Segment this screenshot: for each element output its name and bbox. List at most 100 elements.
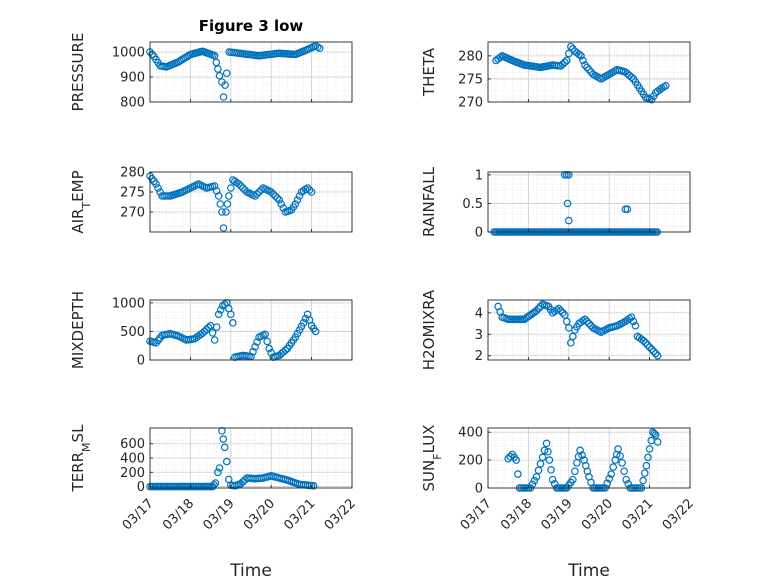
data-point <box>579 316 587 325</box>
data-point <box>653 351 662 360</box>
y-axis-label: PRESSURE <box>69 33 87 112</box>
data-point <box>569 475 577 484</box>
data-point <box>295 192 304 200</box>
subplot-air_temp: 270 275 280 AIRTEMP <box>69 166 353 234</box>
y-label-tail: SL <box>69 424 87 443</box>
data-point <box>571 467 579 476</box>
data-point <box>620 467 628 476</box>
data-point <box>581 61 589 69</box>
data-point <box>562 56 571 65</box>
axes-frame <box>487 171 691 233</box>
data-point <box>229 319 237 327</box>
data-point <box>220 443 229 452</box>
data-point <box>579 56 587 65</box>
data-point <box>156 188 164 196</box>
data-point <box>647 345 656 354</box>
data-point <box>569 332 577 341</box>
data-point <box>237 182 245 190</box>
data-point <box>301 185 310 194</box>
data-point <box>642 461 651 470</box>
data-point <box>649 347 658 356</box>
y-tick-label: 275 <box>458 72 483 87</box>
data-point <box>210 336 219 344</box>
data-point <box>273 194 282 202</box>
data-point <box>581 315 589 324</box>
data-point <box>530 476 539 485</box>
y-tick-label: 4 <box>475 306 483 321</box>
data-point <box>514 470 522 478</box>
data-point <box>198 329 207 337</box>
y-axis-label: H2OMIXRA <box>420 289 438 370</box>
data-point <box>644 453 652 462</box>
data-point <box>629 317 638 326</box>
data-point <box>558 309 567 317</box>
axes-frame <box>487 427 691 489</box>
y-label-subscript: M <box>80 442 93 452</box>
data-point <box>651 431 660 439</box>
y-tick-label: 270 <box>120 206 145 221</box>
y-tick-label: 400 <box>120 452 145 467</box>
data-point <box>534 304 543 313</box>
data-point <box>216 306 225 314</box>
y-label-main: AIR <box>69 209 87 234</box>
data-point <box>303 184 312 192</box>
data-point <box>291 200 300 208</box>
data-point <box>239 184 247 192</box>
y-tick-label: 1 <box>475 168 483 183</box>
axes-frame <box>487 299 691 361</box>
y-tick-label: 200 <box>120 466 145 481</box>
data-point <box>239 478 247 486</box>
subplot-h2omixra: 2 3 4 H2OMIXRA <box>420 289 691 370</box>
data-point <box>540 446 549 455</box>
data-point <box>639 336 648 345</box>
y-label-subscript: T <box>80 202 93 210</box>
data-point <box>249 347 257 356</box>
data-point <box>651 349 660 358</box>
data-point <box>311 327 320 336</box>
data-point <box>645 343 654 351</box>
data-point <box>277 200 286 208</box>
data-point <box>542 439 551 448</box>
data-point <box>552 306 561 314</box>
y-tick-label: 280 <box>458 49 483 64</box>
data-point <box>564 216 573 225</box>
y-tick-label: 280 <box>120 166 145 181</box>
y-tick-label: 0 <box>137 354 145 369</box>
y-label-main: TERR <box>69 452 87 493</box>
data-point <box>631 321 640 330</box>
data-point <box>578 451 586 460</box>
data-point <box>293 196 302 204</box>
data-point <box>562 317 571 326</box>
data-point <box>251 192 259 200</box>
data-point <box>534 466 543 475</box>
y-tick-label: 275 <box>120 186 145 201</box>
figure-title: Figure 3 low <box>199 17 304 35</box>
data-point <box>545 456 554 464</box>
data-point <box>307 188 316 196</box>
data-point <box>645 445 654 453</box>
data-point <box>227 310 235 319</box>
data-point <box>563 199 572 208</box>
y-tick-label: 500 <box>120 325 145 340</box>
data-point <box>237 479 245 488</box>
data-point <box>576 446 584 455</box>
data-point <box>215 464 224 472</box>
data-point <box>650 429 659 438</box>
data-point <box>305 186 314 194</box>
data-point <box>532 473 541 481</box>
data-point <box>301 314 310 323</box>
data-point <box>214 468 222 477</box>
data-point <box>214 192 223 200</box>
data-point <box>148 50 156 59</box>
y-label-tail: EMP <box>69 170 87 201</box>
data-point <box>227 184 235 192</box>
data-point <box>265 344 273 353</box>
data-point <box>267 188 276 196</box>
data-point <box>577 52 585 60</box>
subplot-rainfall: 0 0.5 1 RAINFALL <box>420 166 691 241</box>
y-tick-label: 1000 <box>112 46 145 61</box>
y-axis-label: THETA <box>420 47 438 97</box>
data-point <box>556 306 565 315</box>
subplot-theta: 270 275 280 THETA <box>420 41 691 111</box>
